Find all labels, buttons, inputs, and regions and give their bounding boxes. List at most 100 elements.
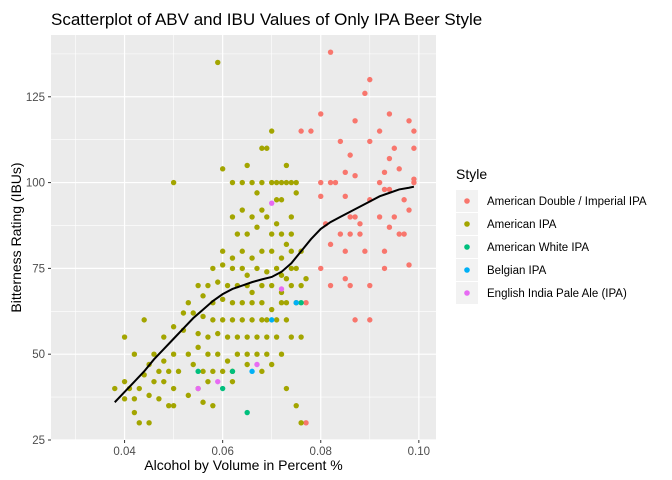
point-american-ipa: [278, 179, 285, 186]
point-american-ipa: [229, 265, 236, 272]
point-american-double-imperial-ipa: [406, 207, 412, 213]
point-american-ipa: [219, 317, 226, 323]
point-american-ipa: [195, 282, 201, 289]
point-american-ipa: [244, 361, 250, 368]
point-american-ipa: [224, 334, 231, 340]
point-american-ipa: [259, 282, 265, 289]
legend-label: English India Pale Ale (IPA): [487, 288, 627, 300]
point-american-double-imperial-ipa: [367, 282, 373, 289]
point-american-ipa: [254, 224, 260, 230]
point-american-double-imperial-ipa: [386, 186, 393, 193]
y-tick-label: 125: [26, 92, 45, 104]
point-american-double-imperial-ipa: [318, 111, 324, 117]
point-american-ipa: [234, 231, 241, 237]
point-american-ipa: [234, 334, 241, 340]
point-american-double-imperial-ipa: [352, 173, 358, 179]
point-american-double-imperial-ipa: [381, 265, 388, 272]
data-points: [112, 49, 417, 426]
point-american-ipa: [298, 420, 304, 426]
point-american-ipa: [269, 248, 275, 254]
point-american-ipa: [273, 197, 280, 203]
point-american-ipa: [195, 330, 201, 337]
point-american-double-imperial-ipa: [381, 248, 388, 254]
point-american-ipa: [278, 197, 285, 203]
point-american-ipa: [239, 300, 245, 306]
point-american-double-imperial-ipa: [298, 128, 304, 134]
point-american-ipa: [185, 351, 192, 357]
point-american-ipa: [259, 368, 265, 375]
point-american-double-imperial-ipa: [376, 128, 383, 134]
point-american-ipa: [249, 179, 255, 186]
point-american-ipa: [244, 162, 250, 169]
point-american-ipa: [288, 231, 295, 237]
point-american-ipa: [293, 265, 299, 272]
point-american-double-imperial-ipa: [332, 179, 339, 186]
point-american-ipa: [264, 317, 270, 323]
point-american-ipa: [156, 396, 162, 402]
point-american-ipa: [175, 368, 182, 375]
point-american-ipa: [205, 282, 211, 289]
point-american-ipa: [239, 207, 245, 213]
point-american-ipa: [215, 279, 221, 285]
point-american-ipa: [156, 368, 162, 375]
point-american-double-imperial-ipa: [327, 49, 334, 55]
y-tick-label: 100: [26, 178, 45, 190]
point-american-ipa: [219, 166, 226, 172]
point-american-ipa: [185, 392, 192, 399]
point-american-double-imperial-ipa: [327, 179, 334, 186]
legend-swatch: [464, 198, 470, 204]
point-american-ipa: [219, 296, 226, 302]
point-american-white-ipa: [244, 409, 250, 416]
point-american-ipa: [210, 265, 216, 272]
y-tick-label: 50: [32, 349, 45, 361]
point-american-ipa: [283, 162, 290, 169]
point-american-ipa: [264, 214, 270, 220]
point-american-ipa: [259, 207, 265, 213]
point-american-double-imperial-ipa: [401, 197, 407, 203]
point-american-double-imperial-ipa: [327, 241, 334, 248]
point-american-double-imperial-ipa: [376, 214, 383, 220]
point-american-ipa: [219, 248, 226, 254]
point-american-ipa: [259, 317, 265, 323]
point-american-ipa: [166, 402, 172, 409]
point-american-ipa: [293, 402, 299, 409]
point-american-ipa: [269, 282, 275, 289]
point-american-ipa: [283, 241, 290, 248]
point-american-double-imperial-ipa: [347, 152, 353, 158]
point-american-ipa: [205, 378, 211, 385]
legend-swatch: [464, 221, 470, 227]
point-american-double-imperial-ipa: [318, 179, 324, 186]
legend-label: American IPA: [487, 219, 557, 231]
point-american-ipa: [229, 300, 236, 306]
point-american-double-imperial-ipa: [381, 169, 388, 175]
point-american-white-ipa: [229, 368, 236, 375]
point-american-ipa: [215, 330, 221, 337]
point-american-double-imperial-ipa: [342, 169, 348, 175]
point-american-ipa: [170, 351, 177, 357]
point-american-ipa: [259, 145, 265, 151]
point-american-double-imperial-ipa: [318, 265, 324, 272]
point-american-ipa: [180, 310, 187, 316]
legend-label: American Double / Imperial IPA: [487, 196, 647, 208]
point-american-ipa: [141, 317, 147, 323]
point-american-double-imperial-ipa: [342, 275, 348, 282]
point-american-ipa: [136, 420, 142, 426]
point-american-ipa: [288, 248, 295, 254]
point-american-double-imperial-ipa: [347, 282, 353, 289]
point-american-ipa: [170, 179, 177, 186]
point-american-ipa: [264, 334, 270, 340]
point-american-double-imperial-ipa: [401, 231, 407, 237]
point-american-double-imperial-ipa: [362, 248, 368, 254]
point-american-ipa: [234, 351, 241, 357]
point-american-double-imperial-ipa: [411, 176, 417, 182]
legend: Style American Double / Imperial IPAAmer…: [456, 166, 647, 304]
point-american-ipa: [151, 378, 157, 385]
point-american-ipa: [215, 59, 221, 66]
point-american-ipa: [244, 231, 250, 237]
point-american-ipa: [200, 293, 206, 299]
point-american-double-imperial-ipa: [308, 128, 314, 134]
point-american-double-imperial-ipa: [396, 166, 402, 172]
point-american-double-imperial-ipa: [367, 138, 373, 145]
point-american-ipa: [293, 190, 299, 196]
